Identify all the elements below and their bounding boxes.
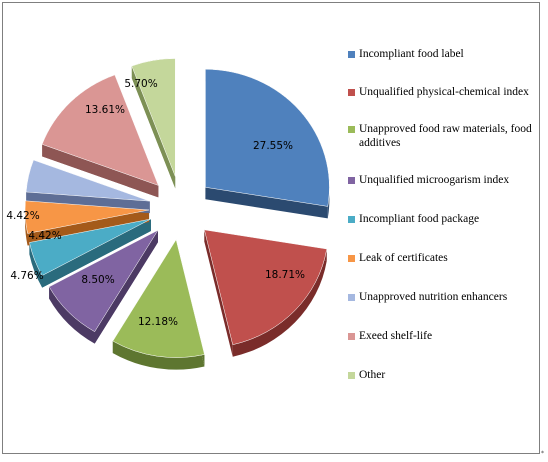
legend-item: Unqualified microogarism index — [348, 173, 533, 187]
legend-label: Incompliant food label — [359, 48, 464, 60]
chart-frame: 27.55% 18.71% 12.18% 8.50% 4.76% 4.42% 4.42% 13… — [2, 2, 540, 454]
pie-slice-edge-7 — [42, 144, 159, 198]
legend-item: Incompliant food package — [348, 212, 533, 226]
legend-label: Exeed shelf-life — [359, 330, 433, 342]
slice-percent-label-2: 12.18% — [138, 316, 178, 328]
legend: Incompliant food label Unqualified physic… — [348, 47, 533, 382]
pie-chart: 27.55% 18.71% 12.18% 8.50% 4.76% 4.42% 4.42% 13… — [6, 58, 330, 370]
legend-swatch — [348, 294, 355, 301]
legend-swatch — [348, 255, 355, 262]
pie-slice-edge-8 — [131, 66, 176, 189]
pie-slice-3[interactable] — [48, 229, 159, 333]
legend-swatch — [348, 89, 355, 96]
slice-percent-label-5: 4.42% — [28, 230, 61, 242]
legend-label: Unapproved food raw materials, food addi… — [359, 123, 532, 149]
pie-slice-6[interactable] — [25, 159, 150, 202]
pie-slice-2[interactable] — [112, 238, 205, 358]
legend-label: Incompliant food package — [359, 213, 480, 225]
pie-slice-5[interactable] — [24, 200, 150, 234]
pie-slice-4[interactable] — [29, 218, 152, 276]
slice-percent-label-6: 4.42% — [6, 210, 39, 222]
legend-item: Incompliant food label — [348, 47, 533, 61]
legend-swatch — [348, 333, 355, 340]
legend-item: Unapproved food raw materials, food addi… — [348, 122, 533, 150]
corner-mark: * — [541, 450, 544, 457]
slice-percent-label-3: 8.50% — [81, 274, 114, 286]
pie-slice-7[interactable] — [41, 74, 159, 186]
pie-slice-edge2-0 — [205, 187, 328, 219]
legend-item: Other — [348, 368, 533, 382]
slice-percent-label-7: 13.61% — [85, 104, 125, 116]
slice-percent-label-0: 27.55% — [253, 140, 293, 152]
legend-item: Exeed shelf-life — [348, 329, 533, 343]
legend-swatch — [348, 372, 355, 379]
legend-swatch — [348, 177, 355, 184]
legend-item: Leak of certificates — [348, 251, 533, 265]
pie-slice-0[interactable] — [205, 69, 330, 207]
pie-slice-edge2-1 — [204, 229, 233, 357]
pie-slice-1[interactable] — [204, 229, 328, 346]
slice-percent-label-1: 18.71% — [265, 269, 305, 281]
pie-slice-side-2 — [112, 251, 205, 370]
pie-slice-edge-3 — [94, 230, 158, 344]
legend-label: Unapproved nutrition enhancers — [359, 291, 508, 303]
pie-slice-8[interactable] — [131, 58, 176, 177]
slice-percent-label-4: 4.76% — [10, 270, 43, 282]
legend-swatch — [348, 126, 355, 133]
legend-label: Other — [359, 369, 386, 381]
legend-label: Unqualified physical-chemical index — [359, 86, 529, 98]
legend-swatch — [348, 216, 355, 223]
slice-percent-label-8: 5.70% — [124, 78, 157, 90]
legend-label: Unqualified microogarism index — [359, 174, 510, 186]
legend-swatch — [348, 51, 355, 58]
legend-item: Unqualified physical-chemical index — [348, 85, 533, 99]
legend-label: Leak of certificates — [359, 252, 448, 264]
legend-item: Unapproved nutrition enhancers — [348, 290, 533, 304]
